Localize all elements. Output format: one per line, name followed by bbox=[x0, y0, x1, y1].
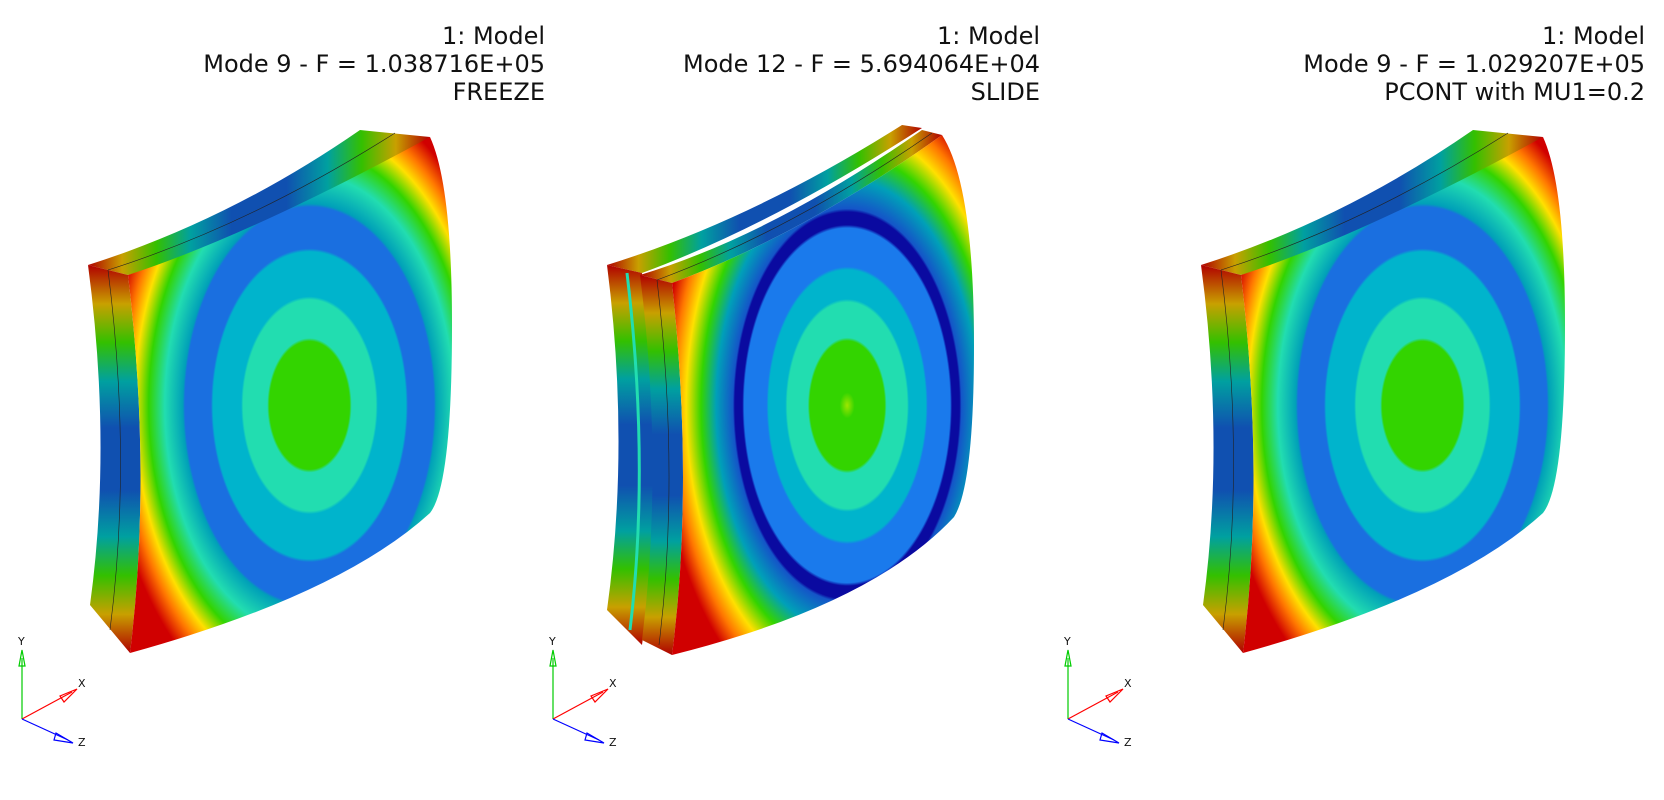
y-axis-label: Y bbox=[548, 635, 556, 648]
y-axis-label: Y bbox=[17, 635, 25, 648]
model-label: 1: Model bbox=[1541, 22, 1645, 50]
panel-title: 1: Model Mode 9 - F = 1.038716E+05 FREEZ… bbox=[0, 22, 545, 106]
axis-triad: Y X Z bbox=[1063, 635, 1132, 749]
mode-label: Mode 12 - F = 5.694064E+04 bbox=[683, 50, 1040, 78]
contact-label: SLIDE bbox=[970, 78, 1040, 106]
axis-triad: Y X Z bbox=[17, 635, 86, 749]
panel-title: 1: Model Mode 12 - F = 5.694064E+04 SLID… bbox=[540, 22, 1040, 106]
contour-model-slide[interactable] bbox=[602, 125, 992, 685]
model-label: 1: Model bbox=[936, 22, 1040, 50]
mode-label: Mode 9 - F = 1.038716E+05 bbox=[203, 50, 545, 78]
z-axis-label: Z bbox=[1124, 736, 1132, 749]
side-edge-face bbox=[88, 265, 141, 653]
axis-triad: Y X Z bbox=[548, 635, 617, 749]
z-axis-label: Z bbox=[78, 736, 86, 749]
viewport-panel-slide[interactable]: 1: Model Mode 12 - F = 5.694064E+04 SLID… bbox=[545, 0, 1065, 800]
model-label: 1: Model bbox=[441, 22, 545, 50]
x-axis-label: X bbox=[78, 677, 86, 690]
y-axis-label: Y bbox=[1063, 635, 1071, 648]
z-axis-label: Z bbox=[609, 736, 617, 749]
x-axis-label: X bbox=[1124, 677, 1132, 690]
contour-model-pcont[interactable] bbox=[1193, 125, 1573, 665]
top-edge-face bbox=[88, 130, 430, 275]
viewport-panel-freeze[interactable]: 1: Model Mode 9 - F = 1.038716E+05 FREEZ… bbox=[0, 0, 545, 800]
mode-label: Mode 9 - F = 1.029207E+05 bbox=[1303, 50, 1645, 78]
viewport-panel-pcont[interactable]: 1: Model Mode 9 - F = 1.029207E+05 PCONT… bbox=[1063, 0, 1664, 800]
contact-label: FREEZE bbox=[452, 78, 545, 106]
front-face bbox=[128, 137, 452, 653]
contact-label: PCONT with MU1=0.2 bbox=[1384, 78, 1645, 106]
x-axis-label: X bbox=[609, 677, 617, 690]
contour-model-freeze[interactable] bbox=[80, 125, 460, 665]
panel-title: 1: Model Mode 9 - F = 1.029207E+05 PCONT… bbox=[1085, 22, 1645, 106]
